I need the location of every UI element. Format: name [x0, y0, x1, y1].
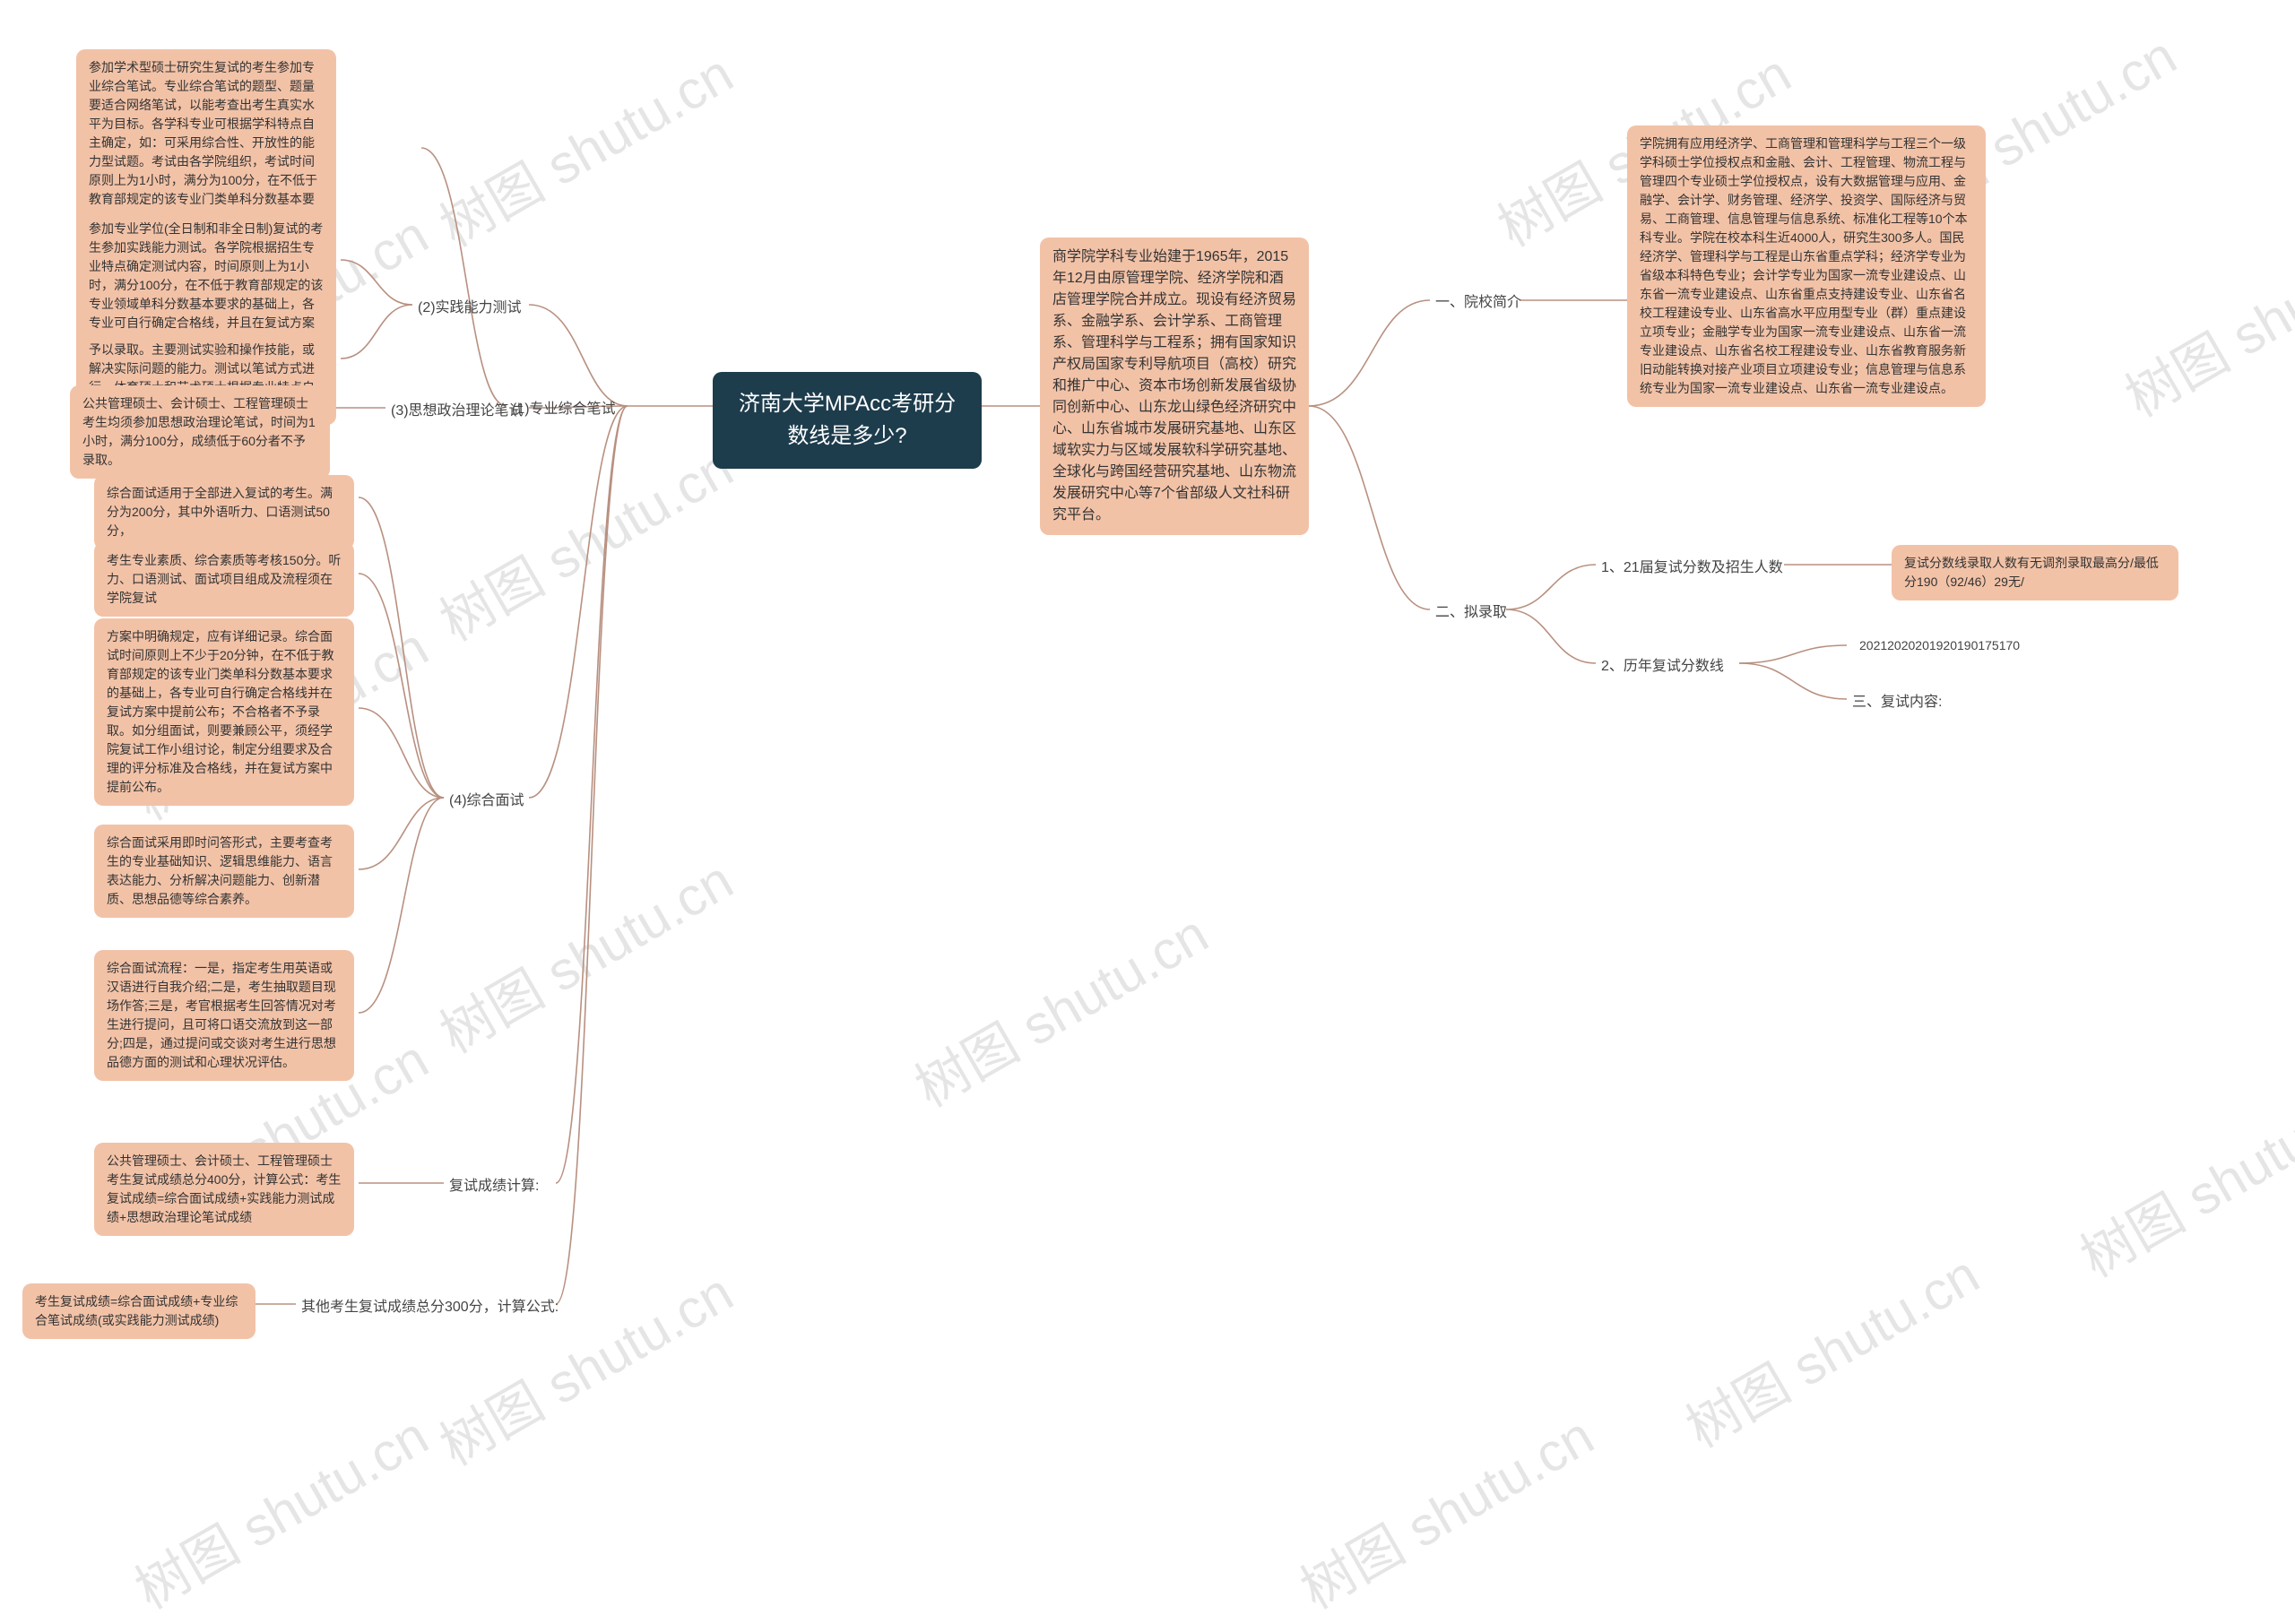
- leaf-interview-4[interactable]: 综合面试采用即时问答形式，主要考查考生的专业基础知识、逻辑思维能力、语言表达能力…: [94, 825, 354, 918]
- branch-practical-test[interactable]: (2)实践能力测试: [412, 294, 527, 323]
- watermark: 树图 shutu.cn: [424, 31, 745, 262]
- leaf-interview-5[interactable]: 综合面试流程：一是，指定考生用英语或汉语进行自我介绍;二是，考生抽取题目现场作答…: [94, 950, 354, 1081]
- watermark: 树图 shutu.cn: [2065, 1062, 2295, 1292]
- leaf-score-calc[interactable]: 公共管理硕士、会计硕士、工程管理硕士考生复试成绩总分400分，计算公式：考生复试…: [94, 1143, 354, 1236]
- branch-other-calc[interactable]: 其他考生复试成绩总分300分，计算公式:: [296, 1293, 564, 1322]
- leaf-yearly-scores[interactable]: 20212020201920190175170: [1847, 627, 2053, 664]
- branch-retest-content[interactable]: 三、复试内容:: [1847, 688, 1947, 717]
- center-description[interactable]: 商学院学科专业始建于1965年，2015年12月由原管理学院、经济学院和酒店管理…: [1040, 238, 1309, 535]
- branch-score-calc[interactable]: 复试成绩计算:: [444, 1172, 544, 1201]
- leaf-interview-2[interactable]: 考生专业素质、综合素质等考核150分。听力、口语测试、面试项目组成及流程须在学院…: [94, 542, 354, 617]
- watermark: 树图 shutu.cn: [119, 1394, 440, 1624]
- watermark: 树图 shutu.cn: [424, 1250, 745, 1481]
- branch-admission[interactable]: 二、拟录取: [1430, 599, 1512, 627]
- leaf-score-enrollment[interactable]: 复试分数线录取人数有无调剂录取最高分/最低分190（92/46）29无/: [1892, 545, 2178, 600]
- root-node[interactable]: 济南大学MPAcc考研分数线是多少?: [713, 372, 982, 469]
- leaf-interview-3[interactable]: 方案中明确规定，应有详细记录。综合面试时间原则上不少于20分钟，在不低于教育部规…: [94, 618, 354, 806]
- watermark: 树图 shutu.cn: [424, 426, 745, 656]
- leaf-other-calc[interactable]: 考生复试成绩=综合面试成绩+专业综合笔试成绩(或实践能力测试成绩): [22, 1283, 255, 1339]
- watermark: 树图 shutu.cn: [899, 892, 1220, 1122]
- watermark: 树图 shutu.cn: [2109, 202, 2295, 432]
- leaf-political-theory[interactable]: 公共管理硕士、会计硕士、工程管理硕士考生均须参加思想政治理论笔试，时间为1小时，…: [70, 385, 330, 479]
- branch-school-intro[interactable]: 一、院校简介: [1430, 289, 1527, 317]
- leaf-interview-1[interactable]: 综合面试适用于全部进入复试的考生。满分为200分，其中外语听力、口语测试50分，: [94, 475, 354, 549]
- branch-score-enrollment[interactable]: 1、21届复试分数及招生人数: [1596, 554, 1788, 583]
- watermark: 树图 shutu.cn: [424, 838, 745, 1068]
- leaf-school-intro[interactable]: 学院拥有应用经济学、工商管理和管理科学与工程三个一级学科硕士学位授权点和金融、会…: [1627, 125, 1986, 407]
- watermark: 树图 shutu.cn: [1670, 1232, 1991, 1463]
- watermark: 树图 shutu.cn: [1285, 1394, 1606, 1624]
- branch-political-theory[interactable]: (3)思想政治理论笔试: [385, 397, 529, 426]
- branch-interview[interactable]: (4)综合面试: [444, 787, 530, 816]
- branch-yearly-scores[interactable]: 2、历年复试分数线: [1596, 652, 1729, 681]
